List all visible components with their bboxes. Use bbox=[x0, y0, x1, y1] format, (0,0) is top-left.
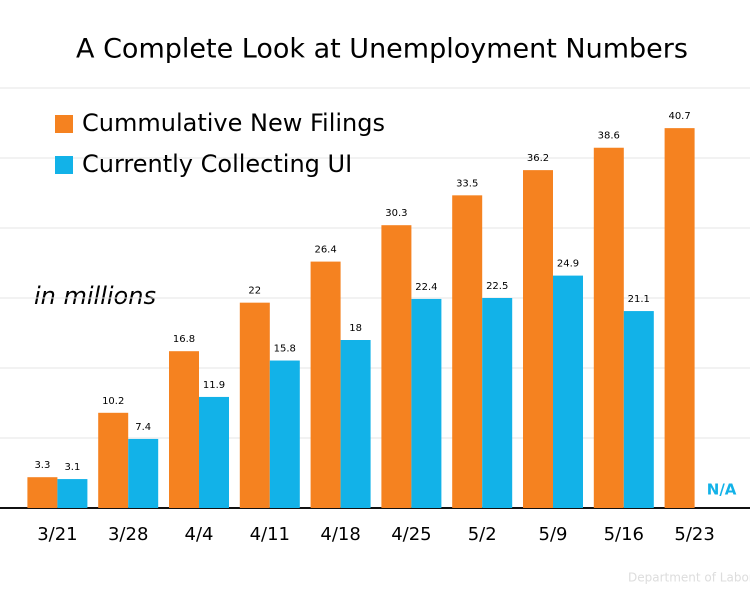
value-label: 24.9 bbox=[557, 259, 579, 270]
bar bbox=[128, 438, 159, 508]
value-label: 16.8 bbox=[173, 334, 195, 345]
x-tick-label: 4/4 bbox=[185, 524, 214, 545]
legend-swatch bbox=[55, 156, 73, 174]
x-tick-label: 5/2 bbox=[468, 524, 497, 545]
legend-label: Currently Collecting UI bbox=[82, 150, 352, 178]
value-label: 18 bbox=[349, 323, 362, 334]
value-label: 22 bbox=[248, 286, 261, 297]
value-label: 15.8 bbox=[274, 344, 296, 355]
value-label: 3.3 bbox=[34, 460, 50, 471]
source: Department of Labor bbox=[628, 571, 750, 585]
bar bbox=[57, 479, 88, 508]
bar bbox=[411, 298, 442, 508]
x-tick-label: 5/16 bbox=[604, 524, 644, 545]
x-tick-label: 5/9 bbox=[539, 524, 568, 545]
x-tick-label: 4/18 bbox=[320, 524, 360, 545]
x-tick-label: 5/23 bbox=[674, 524, 714, 545]
value-label: 22.5 bbox=[486, 281, 508, 292]
chart-title: A Complete Look at Unemployment Numbers bbox=[76, 34, 688, 65]
bar bbox=[98, 412, 129, 508]
x-tick-label: 4/25 bbox=[391, 524, 431, 545]
value-label: 26.4 bbox=[314, 245, 336, 256]
bar bbox=[452, 195, 483, 509]
legend-label: Cummulative New Filings bbox=[82, 109, 385, 137]
value-label: 10.2 bbox=[102, 396, 124, 407]
bar bbox=[340, 340, 371, 508]
legend-swatch bbox=[55, 115, 73, 133]
value-label: 7.4 bbox=[135, 422, 151, 433]
bar bbox=[310, 261, 341, 508]
bar bbox=[381, 225, 412, 508]
value-label: 36.2 bbox=[527, 153, 549, 164]
x-tick-label: 3/28 bbox=[108, 524, 148, 545]
bar bbox=[199, 396, 229, 508]
value-label: 40.7 bbox=[668, 111, 690, 122]
bar bbox=[27, 477, 58, 508]
value-label: 33.5 bbox=[456, 178, 478, 189]
x-tick-label: 3/21 bbox=[37, 524, 77, 545]
value-label: 30.3 bbox=[385, 208, 407, 219]
bar bbox=[169, 351, 199, 508]
value-label: 3.1 bbox=[64, 462, 80, 473]
unit-note: in millions bbox=[34, 282, 156, 310]
value-label: 22.4 bbox=[415, 282, 437, 293]
x-tick-label: 4/11 bbox=[250, 524, 290, 545]
bar bbox=[482, 298, 513, 508]
bar bbox=[523, 170, 553, 508]
bar bbox=[593, 147, 624, 508]
bar bbox=[664, 128, 695, 508]
bar bbox=[269, 360, 300, 508]
value-label: N/A bbox=[707, 481, 737, 499]
bar bbox=[239, 302, 270, 508]
value-label: 11.9 bbox=[203, 380, 225, 391]
bar bbox=[553, 275, 583, 508]
value-label: 38.6 bbox=[598, 131, 620, 142]
value-label: 21.1 bbox=[628, 294, 650, 305]
bar bbox=[623, 311, 654, 508]
